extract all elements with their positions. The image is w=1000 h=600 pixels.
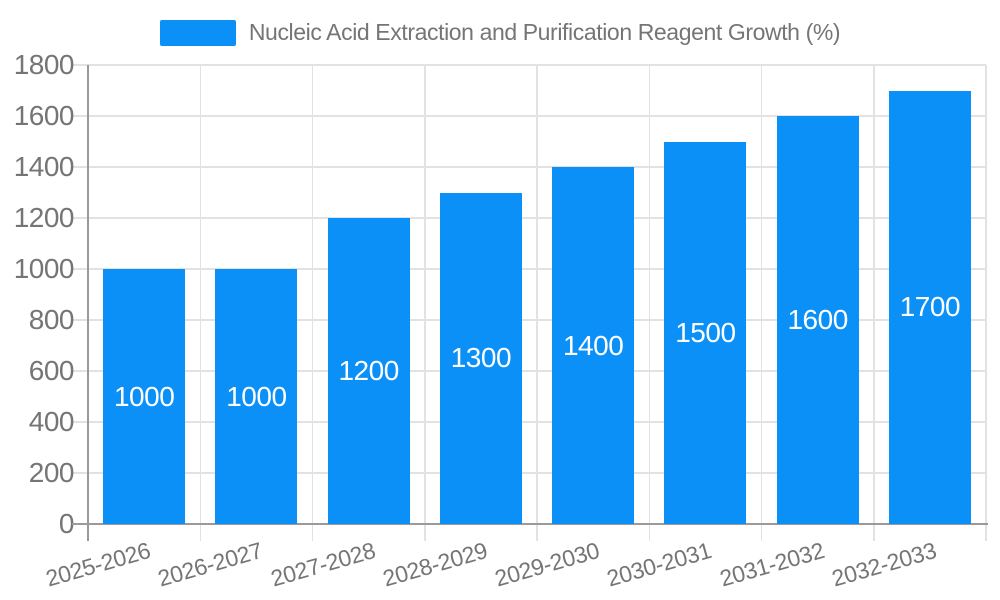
y-axis-tick-label: 1600 xyxy=(13,100,75,131)
y-tick xyxy=(73,115,88,117)
bar-value-label: 1300 xyxy=(450,342,512,374)
y-axis-tick-label: 800 xyxy=(28,304,75,335)
y-axis-tick-label: 600 xyxy=(28,355,75,386)
x-axis-tick-label: 2027-2028 xyxy=(267,537,378,592)
y-tick xyxy=(73,166,88,168)
bar[interactable] xyxy=(327,218,410,524)
bar[interactable] xyxy=(103,269,186,524)
x-axis-tick-label: 2032-2033 xyxy=(828,537,940,592)
v-gridline xyxy=(424,65,426,524)
bar[interactable] xyxy=(664,141,747,524)
x-tick xyxy=(985,524,987,541)
bar-value-label: 1200 xyxy=(338,355,399,386)
legend-item[interactable]: Nucleic Acid Extraction and Purification… xyxy=(0,19,1000,46)
bar-value-label: 1000 xyxy=(226,380,287,412)
y-tick xyxy=(73,472,88,474)
bar-value-label: 1500 xyxy=(675,316,736,348)
y-axis-tick-label: 1800 xyxy=(13,49,75,80)
x-tick xyxy=(760,524,763,541)
y-tick xyxy=(73,268,88,270)
bar-value-label: 1000 xyxy=(113,380,175,412)
x-axis-tick-label: 2026-2027 xyxy=(155,537,266,592)
bar-value-label: 1600 xyxy=(787,304,848,335)
bar-value-label: 1400 xyxy=(562,329,624,361)
y-axis-tick-label: 0 xyxy=(58,508,75,539)
x-axis-tick-label: 2031-2032 xyxy=(716,537,827,592)
y-tick xyxy=(73,319,88,321)
y-axis-tick-label: 400 xyxy=(28,406,75,437)
v-gridline xyxy=(199,65,201,524)
v-gridline xyxy=(985,65,987,524)
v-gridline xyxy=(536,65,538,524)
y-axis-tick-label: 1400 xyxy=(13,151,75,182)
bar[interactable] xyxy=(888,90,971,524)
v-gridline xyxy=(760,65,763,524)
x-tick xyxy=(311,524,314,541)
bar-value-label: 1700 xyxy=(899,291,961,323)
y-axis-tick-label: 200 xyxy=(28,457,75,488)
v-gridline xyxy=(873,65,875,524)
x-axis-tick-label: 2029-2030 xyxy=(491,537,603,592)
bar[interactable] xyxy=(215,269,298,524)
x-tick xyxy=(199,524,201,541)
bar[interactable] xyxy=(776,116,859,524)
bar[interactable] xyxy=(552,167,635,524)
x-tick xyxy=(536,524,538,541)
x-axis-tick-label: 2030-2031 xyxy=(604,537,715,592)
x-axis-tick-label: 2025-2026 xyxy=(42,537,154,592)
y-axis-line xyxy=(87,65,89,541)
legend-swatch-icon xyxy=(159,19,236,46)
y-tick xyxy=(73,421,88,423)
v-gridline xyxy=(648,65,650,524)
x-tick xyxy=(424,524,426,541)
x-axis-line xyxy=(72,523,988,525)
legend-label: Nucleic Acid Extraction and Purification… xyxy=(248,19,841,45)
y-tick xyxy=(73,370,88,372)
v-gridline xyxy=(311,65,314,524)
x-tick xyxy=(873,524,875,541)
y-axis-tick-label: 1000 xyxy=(13,253,75,284)
y-tick xyxy=(73,64,88,66)
x-axis-tick-label: 2028-2029 xyxy=(379,537,491,592)
x-tick xyxy=(648,524,650,541)
y-tick xyxy=(73,217,88,219)
y-axis-tick-label: 1200 xyxy=(13,202,75,233)
bar[interactable] xyxy=(439,192,522,524)
